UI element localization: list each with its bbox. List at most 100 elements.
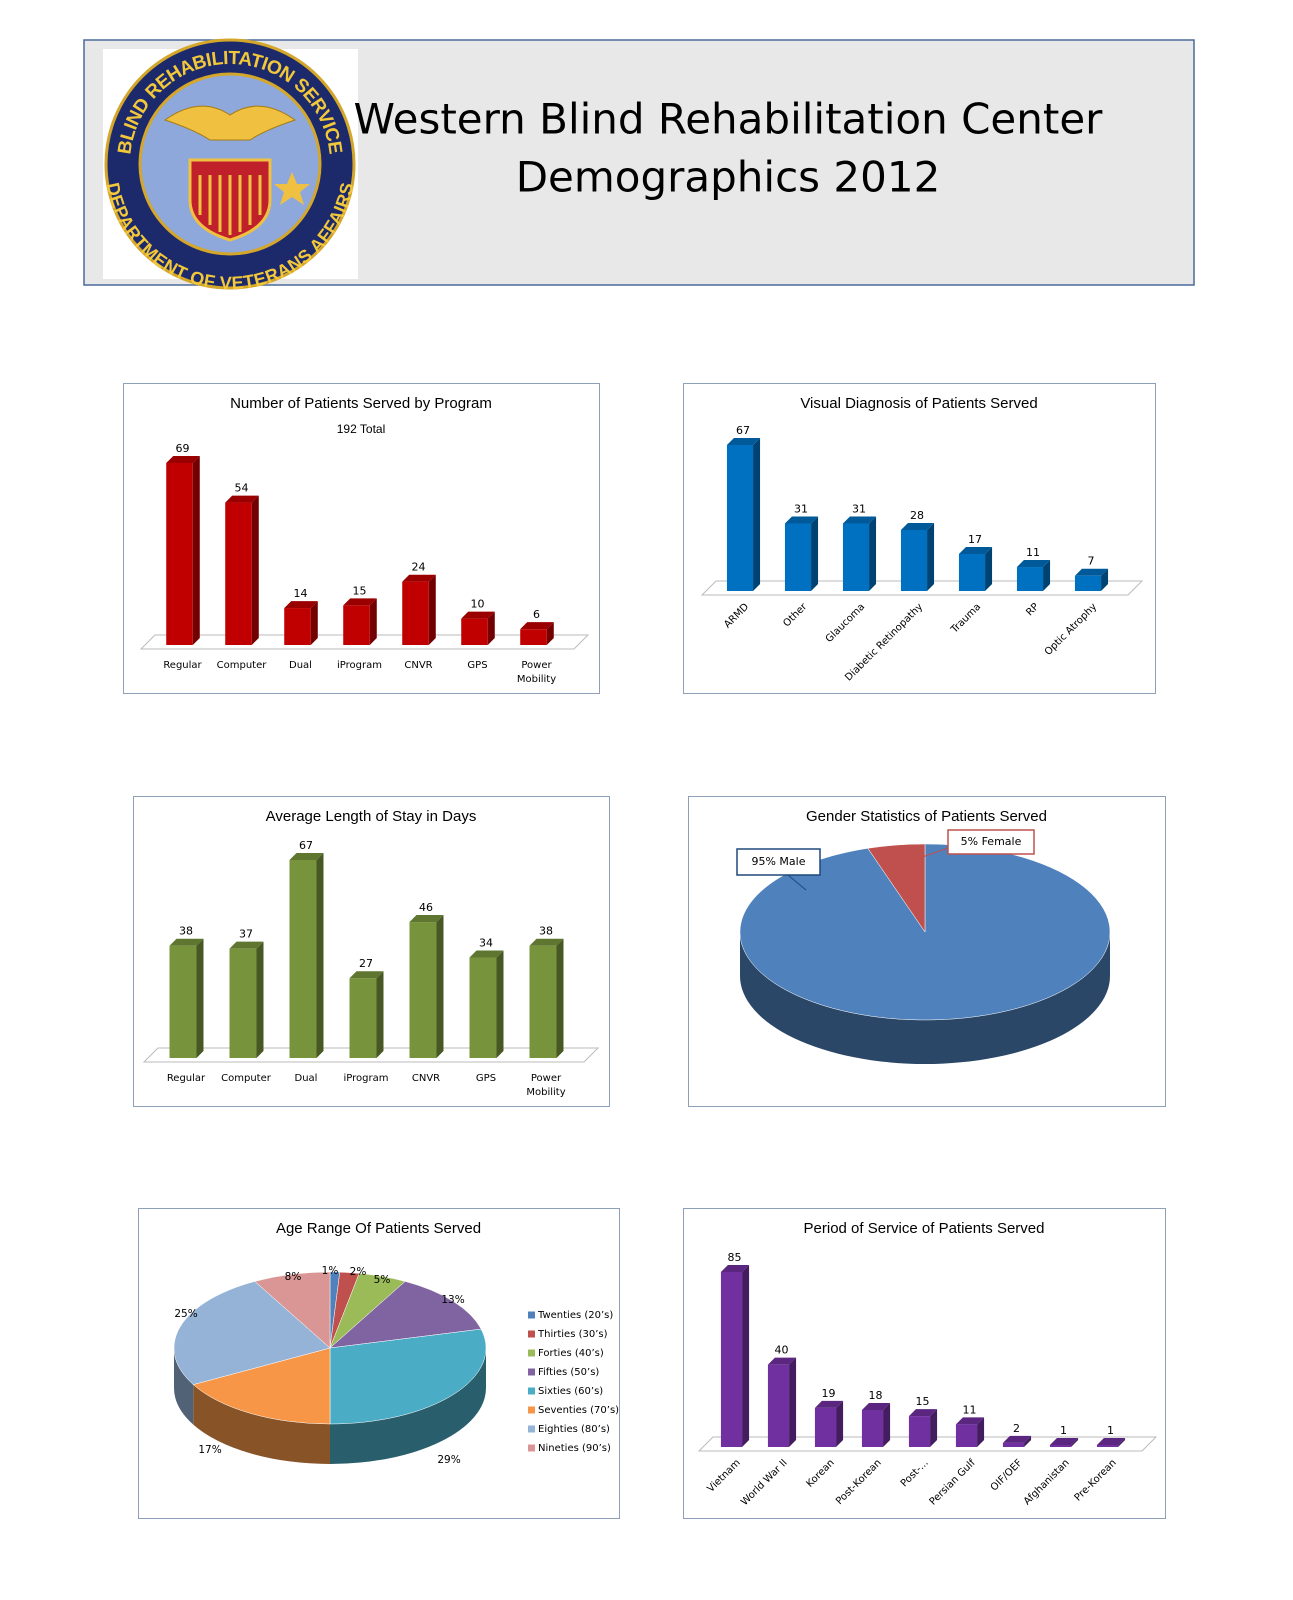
bar-top <box>767 1357 797 1365</box>
bar-top <box>409 915 444 923</box>
x-tick-label: GPS <box>467 660 487 671</box>
data-label: 11 <box>963 1403 977 1416</box>
chart-title: Age Range Of Patients Served <box>276 1220 481 1237</box>
bar-side <box>316 853 324 1058</box>
bar <box>349 978 377 1058</box>
bar-side <box>496 950 504 1058</box>
bar-side <box>985 546 993 591</box>
x-tick-label: iProgram <box>344 1073 389 1084</box>
bar-top <box>169 938 204 946</box>
bar <box>1049 1444 1072 1447</box>
data-label: 25% <box>174 1308 197 1320</box>
bar <box>1074 575 1102 591</box>
chart-frame <box>683 1208 1166 1519</box>
x-tick-label: Regular <box>167 1073 206 1084</box>
bar-top <box>1049 1437 1079 1445</box>
leader-line <box>787 874 807 891</box>
chart-title: Period of Service of Patients Served <box>804 1220 1045 1237</box>
data-label: 46 <box>419 901 433 914</box>
chart: Gender Statistics of Patients Served 95% … <box>688 796 1166 1107</box>
bar-side <box>376 971 384 1058</box>
data-label: 17 <box>968 533 982 546</box>
bar-top <box>908 1409 938 1417</box>
bar <box>814 1407 837 1447</box>
bar-side <box>436 915 444 1058</box>
bar-top <box>520 622 554 630</box>
data-label: 38 <box>539 925 553 938</box>
legend-swatch <box>528 1406 535 1414</box>
bar-side <box>487 611 495 645</box>
bar-top <box>1002 1435 1032 1443</box>
bar <box>1002 1442 1025 1447</box>
bar <box>958 553 986 591</box>
chart-title: Number of Patients Served by Program <box>230 395 492 412</box>
data-label: 29% <box>437 1454 460 1466</box>
chart-title: Average Length of Stay in Days <box>266 808 477 825</box>
label-box <box>947 829 1035 855</box>
legend-label: Fifties (50’s) <box>538 1367 599 1378</box>
bar <box>461 618 488 645</box>
data-label: 1 <box>1060 1424 1067 1437</box>
data-label: 37 <box>239 928 253 941</box>
bar-top <box>349 971 384 979</box>
data-label: 67 <box>299 839 313 852</box>
bar-side <box>883 1402 891 1447</box>
chart: Number of Patients Served by Program 192 … <box>123 383 600 694</box>
bar-top <box>284 601 318 609</box>
bar-side <box>369 598 377 645</box>
data-label: 15 <box>916 1395 930 1408</box>
bar-side <box>811 516 819 591</box>
chart: Period of Service of Patients Served85Vi… <box>683 1208 1166 1519</box>
data-label: 85 <box>728 1251 742 1264</box>
x-tick-label: Regular <box>163 660 202 671</box>
bar-top <box>1074 568 1109 576</box>
bar <box>1096 1444 1119 1447</box>
data-label: 17% <box>198 1444 221 1456</box>
data-label: 15 <box>353 584 367 597</box>
legend-label: Twenties (20’s) <box>537 1310 613 1321</box>
data-label: 6 <box>533 608 540 621</box>
data-label: 2% <box>350 1266 367 1278</box>
logo-star <box>274 172 310 205</box>
legend-swatch <box>528 1425 535 1433</box>
legend-label: Sixties (60’s) <box>538 1386 603 1397</box>
data-label: 10 <box>471 598 485 611</box>
bar-side <box>192 456 200 645</box>
chart-subtitle: 192 Total <box>337 422 386 436</box>
chart: Average Length of Stay in Days 38 Regular 3… <box>133 796 610 1107</box>
data-label: 69 <box>176 442 190 455</box>
bar <box>409 922 437 1058</box>
legend-label: Nineties (90’s) <box>538 1443 611 1454</box>
bar <box>166 463 193 645</box>
data-label: 1% <box>322 1265 339 1277</box>
bar <box>842 523 870 591</box>
chart: Age Range Of Patients Served 1% 2% 5% 13% 29%… <box>138 1208 620 1519</box>
bar-side <box>1024 1435 1032 1447</box>
data-label: 28 <box>910 509 924 522</box>
leader-line <box>913 847 949 861</box>
bar <box>861 1409 884 1447</box>
x-tick-label: Power Mobility <box>526 1073 565 1098</box>
data-label: 2 <box>1013 1422 1020 1435</box>
chart-title: Visual Diagnosis of Patients Served <box>800 395 1037 412</box>
bar-side <box>869 516 877 591</box>
legend-label: Thirties (30’s) <box>537 1329 608 1340</box>
bar-side <box>742 1265 750 1447</box>
bar <box>402 581 429 645</box>
bar-side <box>789 1357 797 1447</box>
bar <box>169 945 197 1058</box>
bar <box>343 605 370 645</box>
bar-top <box>166 456 200 463</box>
bar-side <box>196 938 204 1058</box>
bar-top <box>469 950 504 958</box>
bar-top <box>900 522 935 530</box>
bar <box>955 1424 978 1447</box>
bar-top <box>461 611 495 619</box>
bar-side <box>1118 1437 1126 1447</box>
bar-side <box>977 1417 985 1447</box>
slice <box>173 1281 331 1385</box>
data-label: 31 <box>852 502 866 515</box>
legend-label: Forties (40’s) <box>538 1348 604 1359</box>
legend-swatch <box>528 1444 535 1452</box>
slice <box>329 1281 482 1349</box>
